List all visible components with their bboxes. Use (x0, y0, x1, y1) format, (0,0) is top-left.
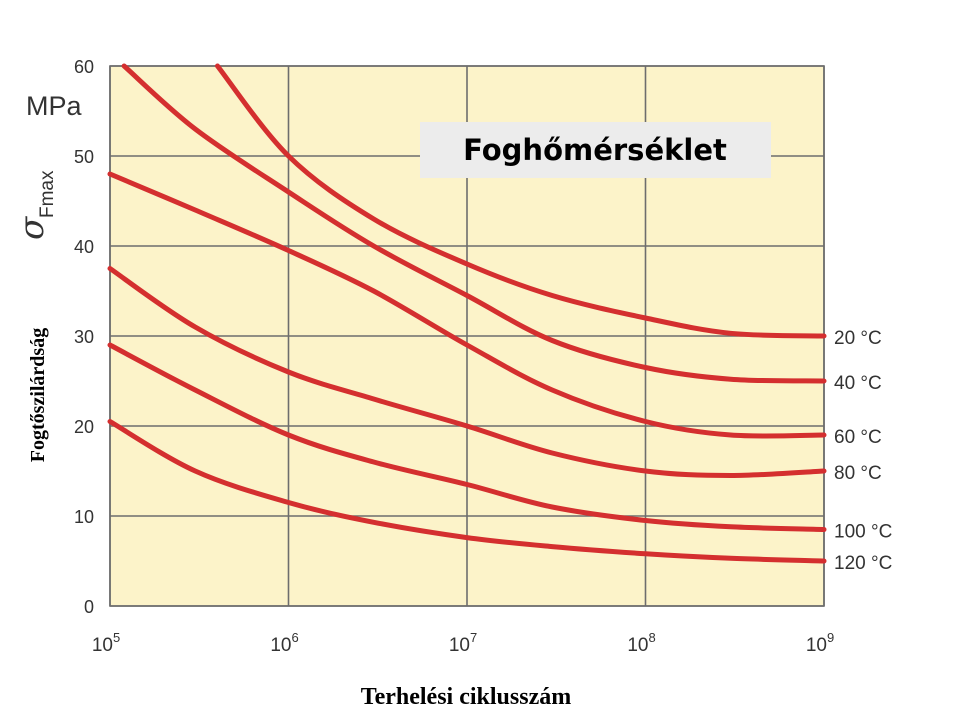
series-label: 60 °C (834, 427, 882, 448)
series-curve (107, 171, 827, 439)
y-tick-label: 10 (74, 507, 94, 527)
y-symbol-subscript: Fmax (37, 170, 58, 218)
x-tick-label: 105 (92, 630, 120, 656)
x-tick-label: 109 (806, 630, 834, 656)
y-symbol-sigma: σ (12, 216, 52, 240)
x-tick-label: 108 (627, 630, 655, 656)
y-tick-label: 50 (74, 147, 94, 167)
y-tick-label: 30 (74, 327, 94, 347)
y-tick-label: 0 (84, 597, 94, 617)
chart-title: Foghőmérséklet (463, 133, 727, 167)
x-tick-labels: 105 106 107 108 109 (92, 630, 834, 656)
series-label: 20 °C (834, 328, 882, 349)
y-unit: MPa (26, 91, 83, 121)
series-curve (107, 419, 827, 564)
curves (107, 63, 827, 564)
series-label: 100 °C (834, 522, 892, 543)
y-axis-label: Fogtőszilárdság (27, 328, 49, 462)
series-curve (215, 63, 827, 339)
series-label: 120 °C (834, 553, 892, 574)
x-tick-label: 106 (270, 630, 298, 656)
y-tick-labels: 0 10 20 30 40 50 60 (74, 57, 94, 617)
x-axis-label: Terhelési ciklusszám (361, 684, 571, 710)
series-labels: 20 °C 40 °C 60 °C 80 °C 100 °C 120 °C (834, 328, 892, 574)
series-label: 80 °C (834, 463, 882, 484)
y-tick-label: 60 (74, 57, 94, 77)
series-curve (121, 63, 827, 384)
y-symbol: σ Fmax (12, 170, 58, 240)
series-curve (107, 266, 827, 479)
series-label: 40 °C (834, 373, 882, 394)
x-tick-label: 107 (449, 630, 477, 656)
series-curve (107, 342, 827, 532)
y-tick-label: 20 (74, 417, 94, 437)
title-box (420, 122, 771, 178)
y-tick-label: 40 (74, 237, 94, 257)
